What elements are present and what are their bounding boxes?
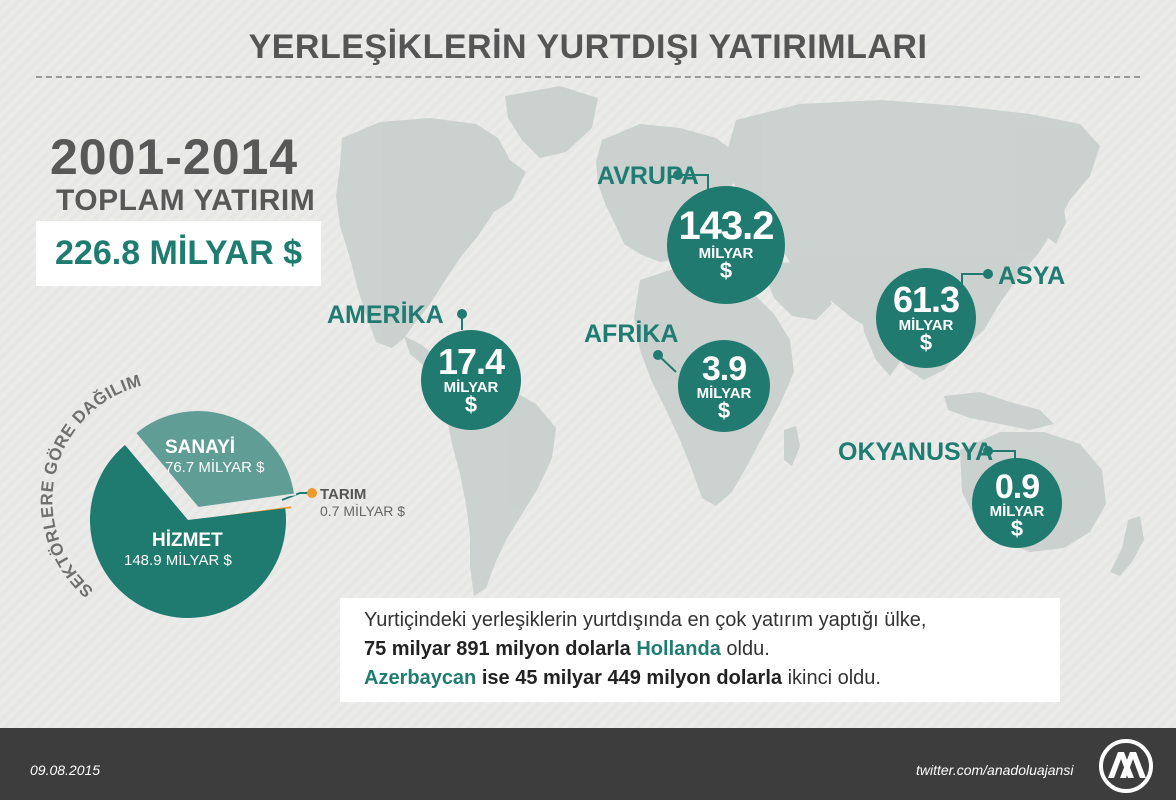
slice-label-hizmet: HİZMET (152, 530, 223, 551)
region-label-avrupa: AVRUPA (597, 162, 699, 190)
note-line-1: Yurtiçindeki yerleşiklerin yurtdışında e… (364, 609, 927, 631)
bubble-currency-avrupa: $ (719, 258, 733, 283)
bubble-value-asya: 61.3 (892, 279, 960, 320)
bubble-currency-okyanusya: $ (1010, 516, 1024, 541)
page-title: YERLEŞİKLERİN YURTDIŞI YATIRIMLARI (248, 28, 928, 66)
sector-pie-chart: SEKTÖRLERE GÖRE DAĞILIM (37, 371, 297, 618)
bubble-currency-afrika: $ (717, 398, 731, 423)
region-label-afrika: AFRİKA (584, 320, 679, 348)
bubble-okyanusya: 0.9 MİLYAR $ (972, 458, 1062, 548)
bubble-unit-avrupa: MİLYAR (698, 245, 754, 262)
pie-slice-sanayi (133, 409, 297, 510)
total-value: 226.8 MİLYAR $ (55, 234, 302, 272)
region-label-asya: ASYA (998, 262, 1066, 290)
footer: 09.08.2015 twitter.com/anadoluajansi (0, 728, 1176, 800)
note-line-2-amount: 75 milyar 891 milyon dolarla (364, 638, 631, 660)
total-label: TOPLAM YATIRIM (56, 184, 316, 217)
bubble-asya: 61.3 MİLYAR $ (876, 268, 976, 368)
slice-value-sanayi: 76.7 MİLYAR $ (165, 459, 265, 476)
footer-date: 09.08.2015 (30, 762, 101, 778)
note-line-2-end: oldu. (726, 638, 770, 660)
bubble-avrupa: 143.2 MİLYAR $ (667, 186, 785, 304)
bubble-value-okyanusya: 0.9 (994, 468, 1040, 506)
region-label-okyanusya: OKYANUSYA (838, 438, 994, 466)
note-line-3-end: ikinci oldu. (787, 667, 881, 689)
bubble-unit-amerika: MİLYAR (443, 379, 499, 396)
info-note: Yurtiçindeki yerleşiklerin yurtdışında e… (340, 598, 1060, 702)
bubble-currency-asya: $ (919, 330, 933, 355)
bubble-value-afrika: 3.9 (701, 350, 747, 388)
bubble-currency-amerika: $ (464, 392, 478, 417)
bubble-value-avrupa: 143.2 (678, 204, 774, 248)
period-label: 2001-2014 (50, 129, 299, 185)
pie-slice-hizmet (90, 444, 287, 618)
slice-value-hizmet: 148.9 MİLYAR $ (124, 552, 232, 569)
total-box: 226.8 MİLYAR $ (36, 221, 321, 286)
slice-value-tarim: 0.7 MİLYAR $ (320, 503, 406, 519)
slice-label-tarim: TARIM (320, 486, 367, 503)
bubble-amerika: 17.4 MİLYAR $ (421, 330, 521, 430)
bubble-unit-afrika: MİLYAR (696, 385, 752, 402)
region-label-amerika: AMERİKA (327, 301, 444, 329)
note-line-3: Azerbaycan ise 45 milyar 449 milyon dola… (364, 664, 1060, 693)
slice-label-sanayi: SANAYİ (165, 437, 236, 458)
aa-logo-icon (1099, 739, 1153, 793)
note-line-3-amount: ise 45 milyar 449 milyon dolarla (481, 667, 782, 689)
bubble-value-amerika: 17.4 (437, 341, 505, 382)
bubble-unit-okyanusya: MİLYAR (989, 503, 1045, 520)
note-line-3-country: Azerbaycan (364, 667, 477, 689)
title-divider (36, 76, 1140, 78)
footer-twitter: twitter.com/anadoluajansi (916, 762, 1074, 778)
bubble-afrika: 3.9 MİLYAR $ (678, 340, 770, 432)
note-line-2-country: Hollanda (636, 638, 721, 660)
bubble-unit-asya: MİLYAR (898, 317, 954, 334)
note-line-2: 75 milyar 891 milyon dolarla Hollanda ol… (364, 635, 1060, 664)
